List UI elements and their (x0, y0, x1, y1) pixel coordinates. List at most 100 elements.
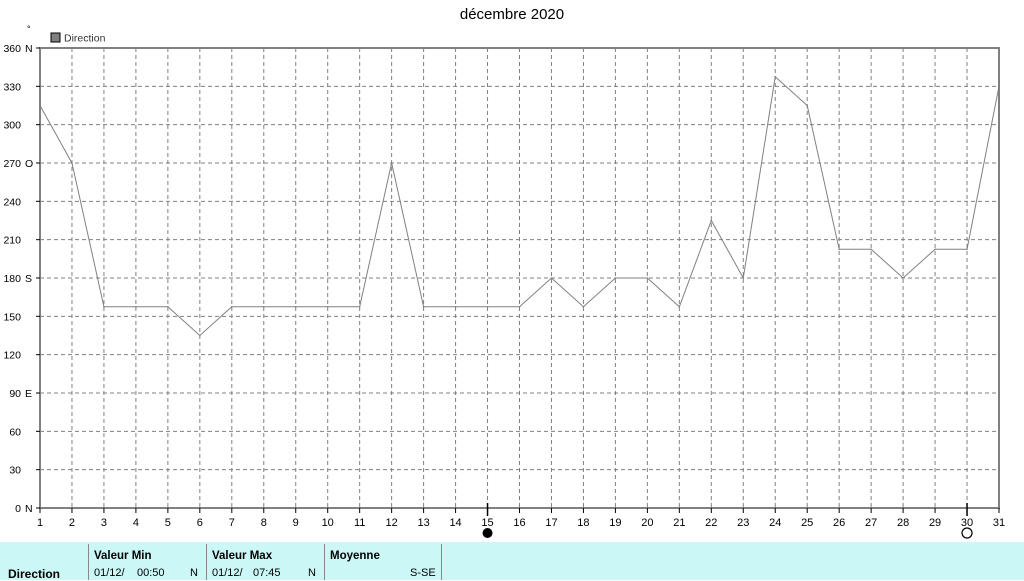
y-tick-label: 210 (3, 235, 21, 247)
y-unit-label: ° (27, 24, 31, 34)
data-point (518, 305, 521, 308)
moon-phases (482, 503, 973, 539)
data-point (742, 277, 745, 279)
y-tick-label: 60 (9, 426, 21, 438)
full-moon-icon (961, 527, 973, 539)
data-point (582, 305, 585, 308)
data-point (710, 219, 713, 222)
data-point (870, 248, 872, 251)
stats-separator (88, 544, 89, 580)
min-value: N (190, 567, 198, 579)
stats-row-label: Direction (8, 567, 61, 581)
y-tick-direction: S (25, 273, 32, 285)
data-point (614, 277, 617, 279)
legend-label[interactable]: Direction (64, 33, 106, 45)
y-tick-label: 0 (15, 503, 21, 515)
data-point (390, 162, 393, 164)
data-point (806, 104, 808, 107)
data-point (550, 277, 553, 279)
data-point (358, 305, 361, 308)
min-time: 00:50 (137, 567, 165, 579)
x-tick-label: 20 (641, 517, 653, 529)
data-point (678, 305, 681, 308)
data-point (231, 305, 233, 308)
x-tick-label: 23 (737, 517, 749, 529)
x-tick-label: 2 (69, 517, 75, 529)
x-tick-label: 10 (322, 517, 334, 529)
x-tick-label: 15 (481, 517, 493, 529)
x-tick-label: 30 (961, 517, 973, 529)
data-point (103, 305, 105, 308)
data-point (199, 334, 201, 337)
x-tick-label: 28 (897, 517, 909, 529)
x-tick-label: 9 (293, 517, 299, 529)
x-tick-label: 26 (833, 517, 845, 529)
data-point (838, 248, 840, 251)
y-tick-label: 90 (9, 388, 21, 400)
x-tick-label: 25 (801, 517, 813, 529)
x-tick-label: 31 (993, 517, 1005, 529)
x-tick-label: 7 (229, 517, 235, 529)
y-tick-direction: E (25, 388, 32, 400)
x-tick-label: 1 (37, 517, 43, 529)
x-tick-label: 4 (133, 517, 139, 529)
data-point (934, 248, 936, 251)
data-point (262, 305, 265, 308)
data-point (774, 75, 777, 78)
y-tick-label: 330 (3, 81, 21, 93)
x-tick-label: 19 (609, 517, 621, 529)
x-tick-label: 14 (449, 517, 461, 529)
stats-separator (206, 544, 207, 580)
data-point (646, 277, 649, 279)
x-tick-label: 21 (673, 517, 685, 529)
x-tick-label: 8 (261, 517, 267, 529)
y-tick-direction: N (25, 503, 33, 515)
data-point (135, 305, 137, 308)
max-value: N (308, 567, 316, 579)
max-date: 01/12/ (212, 567, 243, 579)
y-tick-direction: N (25, 43, 33, 55)
data-point (167, 305, 169, 308)
data-point (966, 248, 968, 251)
x-tick-label: 13 (417, 517, 429, 529)
data-point (326, 305, 329, 308)
data-point (454, 305, 457, 308)
y-tick-label: 180 (3, 273, 21, 285)
data-point (71, 162, 73, 164)
min-date: 01/12/ (94, 567, 125, 579)
x-tick-label: 27 (865, 517, 877, 529)
grid (40, 48, 999, 508)
y-tick-direction: O (25, 158, 33, 170)
y-tick-label: 150 (3, 311, 21, 323)
stats-separator (441, 544, 442, 580)
x-tick-label: 22 (705, 517, 717, 529)
stats-separator (324, 544, 325, 580)
y-tick-label: 270 (3, 158, 21, 170)
series-direction (39, 75, 1000, 337)
x-tick-label: 5 (165, 517, 171, 529)
max-header: Valeur Max (212, 550, 273, 562)
x-tick-label: 11 (354, 517, 365, 529)
y-tick-label: 300 (3, 120, 21, 132)
y-tick-label: 360 (3, 43, 21, 55)
x-tick-label: 18 (577, 517, 589, 529)
x-tick-label: 6 (197, 517, 203, 529)
data-point (486, 305, 489, 308)
max-time: 07:45 (253, 567, 281, 579)
y-tick-label: 240 (3, 196, 21, 208)
x-tick-label: 16 (513, 517, 525, 529)
x-tick-label: 17 (545, 517, 557, 529)
stats-panel: Direction Valeur Min 01/12/ 00:50 N Vale… (0, 542, 1024, 581)
x-tick-label: 12 (386, 517, 398, 529)
legend-swatch (50, 32, 61, 43)
avg-header: Moyenne (330, 550, 380, 562)
data-point (422, 305, 425, 308)
data-point (902, 277, 904, 279)
min-header: Valeur Min (94, 550, 152, 562)
avg-value: S-SE (410, 567, 436, 579)
new-moon-icon (482, 528, 493, 538)
data-point (39, 104, 41, 107)
data-point (998, 85, 1000, 88)
data-point (294, 305, 297, 308)
